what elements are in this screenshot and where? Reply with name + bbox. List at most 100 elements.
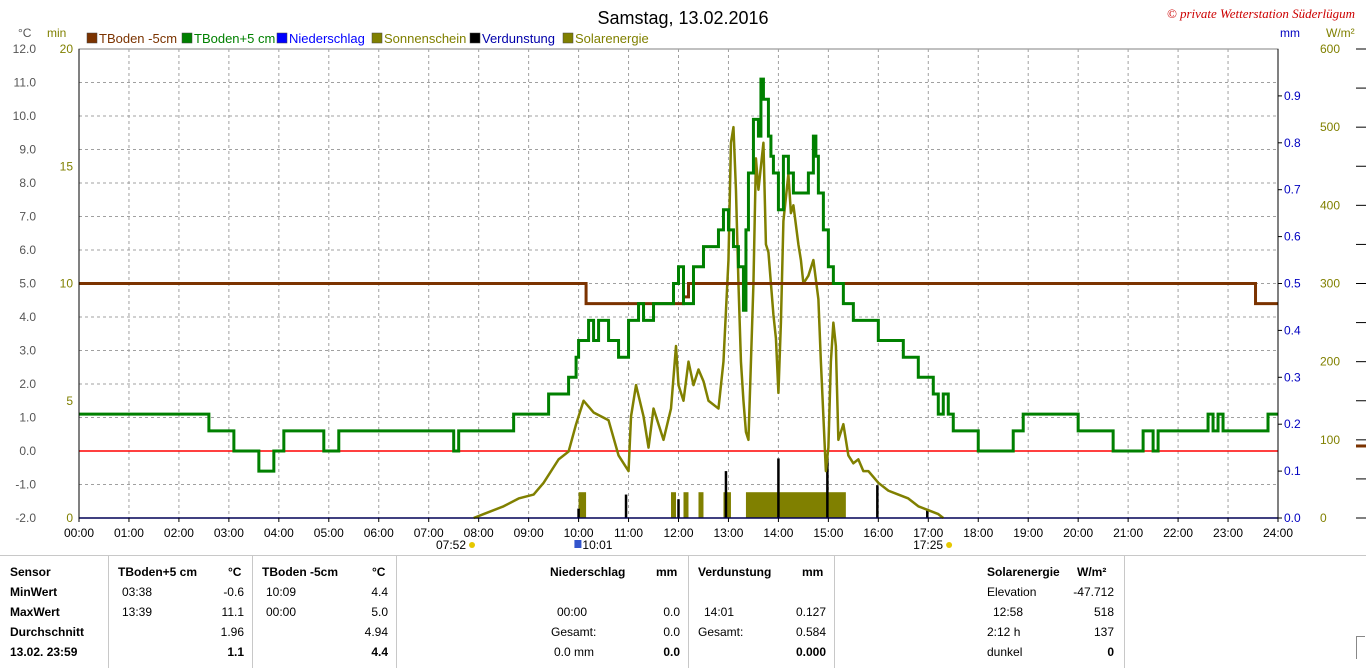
mm-tick-label: 0.4	[1284, 323, 1301, 337]
temp-tick-label: 5.0	[19, 277, 36, 291]
x-tick-label: 22:00	[1163, 526, 1193, 540]
legend-swatch	[562, 32, 574, 44]
x-tick-label: 14:00	[763, 526, 793, 540]
wm2-tick-label: 500	[1320, 120, 1340, 134]
wm2-tick-label: 400	[1320, 198, 1340, 212]
temp-tick-label: 8.0	[19, 176, 36, 190]
temp-tick-label: -2.0	[15, 511, 36, 525]
tb5-max-time: 13:39	[122, 605, 153, 619]
mm-tick-label: 0.9	[1284, 89, 1301, 103]
mm-tick-label: 0.0	[1284, 511, 1301, 525]
temp-tick-label: -1.0	[15, 478, 36, 492]
rain-total-label: Gesamt:	[551, 625, 597, 639]
x-tick-label: 09:00	[514, 526, 544, 540]
solar-elev-label: Elevation	[987, 585, 1037, 599]
mm-tick-label: 0.2	[1284, 417, 1301, 431]
x-tick-label: 13:00	[713, 526, 743, 540]
col-divider	[834, 556, 835, 668]
evap-max-time: 14:01	[704, 605, 735, 619]
x-tick-label: 24:00	[1263, 526, 1293, 540]
temp-tick-label: 4.0	[19, 310, 36, 324]
sunshine-bar	[698, 492, 704, 518]
tb5-last: 1.1	[227, 645, 244, 659]
x-tick-label: 19:00	[1013, 526, 1043, 540]
x-tick-label: 15:00	[813, 526, 843, 540]
temp-tick-label: 1.0	[19, 411, 36, 425]
weather-chart: 12.0 11.0 10.0 9.0 8.0 7.0 6.0 5.0 4.0 3.0 2.0 1.0 0…	[13, 6, 1366, 552]
solar-unit: W/m²	[1077, 565, 1107, 579]
evap-header: Verdunstung	[698, 565, 772, 579]
evap-total-val: 0.584	[795, 625, 826, 639]
x-tick-label: 21:00	[1113, 526, 1143, 540]
chart-labels: 12.0 11.0 10.0 9.0 8.0 7.0 6.0 5.0 4.0 3.0 2.0 1.0 0…	[13, 6, 1355, 552]
rain-max-val: 0.0	[663, 605, 680, 619]
table-top-divider	[0, 555, 1366, 556]
evap-unit: mm	[802, 565, 824, 579]
mm-tick-label: 0.8	[1284, 136, 1301, 150]
col-divider	[252, 556, 253, 668]
legend-label: TBoden+5 cm	[194, 31, 275, 46]
evap-last-val: 0.000	[795, 645, 826, 659]
copyright-label: © private Wetterstation Süderlügum	[1167, 6, 1355, 21]
tbm5-min-time: 10:09	[266, 585, 297, 599]
mm-tick-label: 0.7	[1284, 183, 1301, 197]
unit-label-min: min	[47, 26, 66, 40]
min-tick-label: 15	[60, 159, 74, 173]
temp-tick-label: 3.0	[19, 344, 36, 358]
col-divider	[108, 556, 109, 668]
wm2-tick-label: 200	[1320, 355, 1340, 369]
legend-label: Sonnenschein	[384, 31, 466, 46]
col-divider	[396, 556, 397, 668]
resize-handle[interactable]	[1356, 636, 1365, 659]
rain-total-val: 0.0	[663, 625, 680, 639]
x-tick-label: 01:00	[114, 526, 144, 540]
temp-tick-label: 6.0	[19, 243, 36, 257]
unit-label-celsius: °C	[18, 26, 32, 40]
legend-swatch	[181, 32, 193, 44]
tbm5-max-val: 5.0	[371, 605, 388, 619]
row-label-avg: Durchschnitt	[10, 625, 85, 639]
x-tick-label: 18:00	[963, 526, 993, 540]
sunshine-bar	[683, 492, 689, 518]
x-tick-label: 07:00	[414, 526, 444, 540]
temp-tick-label: 10.0	[13, 109, 37, 123]
row-label-min: MinWert	[10, 585, 58, 599]
legend-swatch	[276, 32, 288, 44]
rain-max-time: 00:00	[557, 605, 588, 619]
x-tick-label: 12:00	[663, 526, 693, 540]
solar-energy-line	[473, 125, 945, 520]
row-label-max: MaxWert	[10, 605, 60, 619]
legend-label: Verdunstung	[482, 31, 555, 46]
rain-time-marker	[574, 540, 582, 548]
mm-tick-label: 0.6	[1284, 230, 1301, 244]
unit-label-wm2: W/m²	[1326, 26, 1355, 40]
x-tick-label: 08:00	[464, 526, 494, 540]
wm2-tick-label: 0	[1320, 511, 1327, 525]
sensor-header: Sensor	[10, 565, 51, 579]
sunrise-marker	[469, 542, 476, 548]
x-tick-label: 10:00	[564, 526, 594, 540]
x-tick-label: 06:00	[364, 526, 394, 540]
sunshine-bar	[745, 492, 846, 518]
x-tick-label: 04:00	[264, 526, 294, 540]
wm2-tick-label: 600	[1320, 42, 1340, 56]
sunshine-bar	[578, 492, 587, 518]
legend-swatch	[86, 32, 98, 44]
solar-dur-label: 2:12 h	[987, 625, 1021, 639]
solar-dark-val: 0	[1107, 645, 1114, 659]
solar-max-val: 518	[1093, 605, 1114, 619]
tb5-header: TBoden+5 cm	[118, 565, 198, 579]
rain-unit: mm	[656, 565, 678, 579]
temp-tick-label: 11.0	[14, 76, 37, 90]
solar-dur-val: 137	[1093, 625, 1114, 639]
tboden-minus5-line	[79, 282, 1278, 306]
chart-title: Samstag, 13.02.2016	[597, 8, 768, 28]
tboden-plus5-line	[79, 77, 1278, 473]
x-tick-label: 23:00	[1213, 526, 1243, 540]
solar-max-time: 12:58	[993, 605, 1024, 619]
tbm5-header: TBoden -5cm	[262, 565, 339, 579]
evap-total-label: Gesamt:	[698, 625, 744, 639]
mm-tick-label: 0.3	[1284, 370, 1301, 384]
x-tick-label: 03:00	[214, 526, 244, 540]
x-tick-label: 17:00	[913, 526, 943, 540]
